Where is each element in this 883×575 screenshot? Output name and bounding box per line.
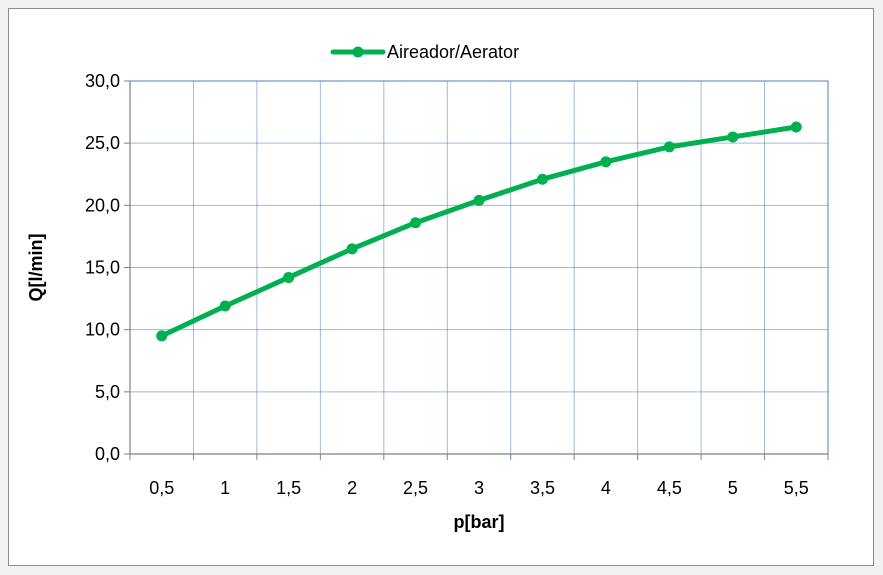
- data-point: [536, 173, 548, 185]
- x-tick-label: 2,5: [403, 478, 428, 498]
- x-tick-label: 4: [601, 478, 611, 498]
- y-tick-label: 25,0: [85, 133, 120, 153]
- y-axis-label: Q[l/min]: [26, 234, 46, 302]
- legend-marker: [352, 46, 364, 58]
- data-point: [410, 217, 422, 229]
- y-tick-label: 5,0: [95, 382, 120, 402]
- data-point: [219, 300, 231, 312]
- data-point: [156, 330, 168, 342]
- x-tick-label: 5,5: [784, 478, 809, 498]
- x-tick-label: 0,5: [149, 478, 174, 498]
- y-tick-labels: 0,0 5,0 10,0 15,0 20,0 25,0 30,0: [85, 71, 120, 464]
- y-tick-label: 10,0: [85, 320, 120, 340]
- data-point: [283, 271, 295, 283]
- data-point: [346, 243, 358, 255]
- y-tick-label: 20,0: [85, 195, 120, 215]
- data-point: [727, 131, 739, 143]
- data-point: [790, 121, 802, 133]
- x-tick-label: 3: [474, 478, 484, 498]
- x-tick-label: 5: [728, 478, 738, 498]
- data-point: [663, 141, 675, 153]
- x-tick-labels: 0,5 1 1,5 2 2,5 3 3,5 4 4,5 5 5,5: [149, 478, 809, 498]
- y-tick-label: 0,0: [95, 444, 120, 464]
- axes: [124, 80, 829, 460]
- series-layer: [156, 121, 802, 342]
- legend-label: Aireador/Aerator: [387, 42, 519, 62]
- y-tick-label: 30,0: [85, 71, 120, 91]
- x-tick-label: 2: [347, 478, 357, 498]
- x-tick-label: 4,5: [657, 478, 682, 498]
- data-point: [473, 194, 485, 206]
- x-tick-label: 3,5: [530, 478, 555, 498]
- legend: Aireador/Aerator: [330, 42, 519, 62]
- x-tick-label: 1: [220, 478, 230, 498]
- x-tick-label: 1,5: [276, 478, 301, 498]
- chart-frame: [8, 8, 874, 566]
- y-tick-label: 15,0: [85, 258, 120, 278]
- data-point: [600, 156, 612, 168]
- x-axis-label: p[bar]: [454, 512, 505, 532]
